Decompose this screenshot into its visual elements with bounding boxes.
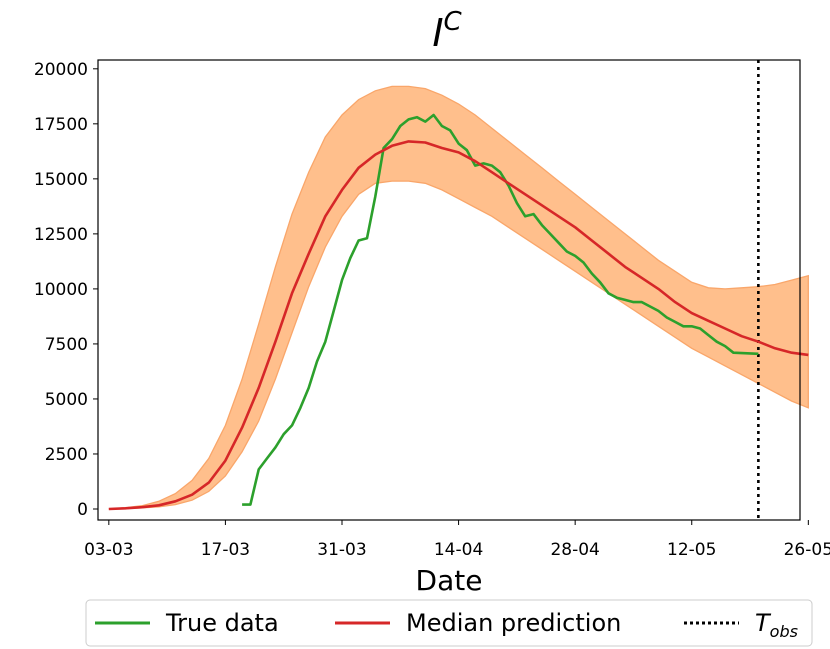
legend-true-label: True data [165,609,279,637]
y-axis-ticks: 0 2500 5000 7500 10000 12500 15000 17500 20000 [34,60,98,520]
y-tick-label: 15000 [34,170,88,190]
y-tick-label: 10000 [34,280,88,300]
x-axis-ticks: 03-03 17-03 31-03 14-04 28-04 12-05 26-05 [84,520,830,560]
chart-title-superscript: C [444,7,463,37]
legend-tobs-base: T [755,609,772,637]
legend-tobs-label: Tobs [755,609,798,641]
x-tick-label: 03-03 [84,540,133,560]
y-tick-label: 20000 [34,60,88,80]
y-tick-label: 2500 [45,445,88,465]
chart-title-base: I [432,11,443,55]
y-tick-label: 17500 [34,115,88,135]
legend-frame [85,599,813,647]
x-axis-label: Date [416,564,483,597]
x-tick-label: 12-05 [667,540,716,560]
legend-median-label: Median prediction [406,609,621,637]
legend-tobs-subscript: obs [770,622,798,641]
y-tick-label: 12500 [34,225,88,245]
x-tick-label: 28-04 [550,540,599,560]
x-tick-label: 31-03 [317,540,366,560]
y-tick-label: 7500 [45,335,88,355]
x-tick-label: 14-04 [434,540,483,560]
y-tick-label: 5000 [45,390,88,410]
chart-title: IC [432,7,462,55]
x-tick-label: 17-03 [201,540,250,560]
median-prediction-line [108,140,809,511]
plot-frame [97,59,801,521]
true-data-line [242,113,759,506]
series-layer [108,113,809,511]
legend: True data Median prediction Tobs [85,599,813,647]
x-tick-label: 26-05 [784,540,830,560]
y-tick-label: 0 [77,500,88,520]
